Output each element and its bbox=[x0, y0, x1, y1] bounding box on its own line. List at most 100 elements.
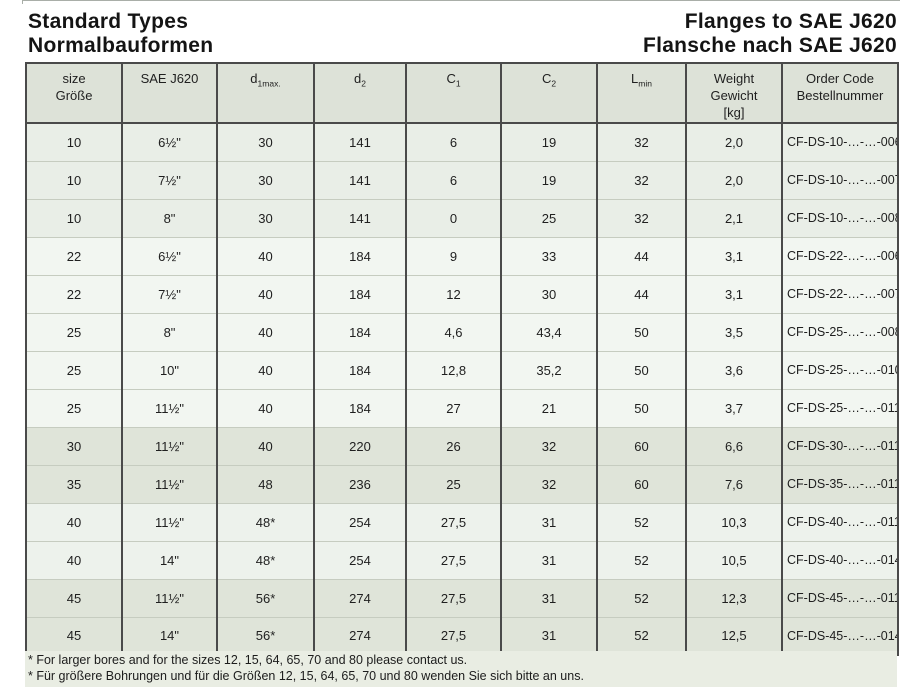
col-header-d1max: d1max. bbox=[216, 63, 314, 124]
cell-c1: 27,5 bbox=[405, 540, 501, 579]
cell-size: 35 bbox=[26, 464, 122, 503]
cell-sae-j620: 7½" bbox=[121, 274, 217, 313]
cell-c1: 0 bbox=[405, 198, 501, 237]
cell-d2: 184 bbox=[313, 236, 406, 275]
table-row: 10 8" 30 141 0 25 32 2,1 CF-DS-10-…-…-00… bbox=[26, 198, 898, 237]
cell-c1: 27,5 bbox=[405, 616, 501, 655]
cell-order-code: CF-DS-10-…-…-006 bbox=[781, 123, 898, 161]
cell-lmin: 50 bbox=[596, 312, 686, 351]
cell-d1max: 40 bbox=[216, 236, 314, 275]
cell-size: 25 bbox=[26, 350, 122, 389]
table-row: 25 10" 40 184 12,8 35,2 50 3,6 CF-DS-25-… bbox=[26, 350, 898, 389]
cell-weight: 2,1 bbox=[685, 198, 782, 237]
col-header-weight-de: Gewicht bbox=[710, 88, 758, 103]
cell-order-code: CF-DS-25-…-…-011 bbox=[781, 388, 898, 427]
cell-d1max: 40 bbox=[216, 388, 314, 427]
cell-c1: 27,5 bbox=[405, 502, 501, 541]
col-header-order-en: Order Code bbox=[806, 71, 874, 86]
table-row: 40 14" 48* 254 27,5 31 52 10,5 CF-DS-40-… bbox=[26, 540, 898, 579]
cell-sae-j620: 6½" bbox=[121, 123, 217, 161]
cell-c2: 31 bbox=[500, 502, 597, 541]
cell-d2: 184 bbox=[313, 274, 406, 313]
spec-table: size Größe SAE J620 d1max. d2 C1 C2 Lmin… bbox=[25, 62, 899, 656]
cell-d2: 274 bbox=[313, 616, 406, 655]
cell-order-code: CF-DS-40-…-…-014 bbox=[781, 540, 898, 579]
table-row: 45 11½" 56* 274 27,5 31 52 12,3 CF-DS-45… bbox=[26, 578, 898, 617]
cell-d2: 141 bbox=[313, 160, 406, 199]
cell-d2: 254 bbox=[313, 540, 406, 579]
cell-size: 25 bbox=[26, 388, 122, 427]
cell-weight: 2,0 bbox=[685, 123, 782, 161]
cell-lmin: 52 bbox=[596, 616, 686, 655]
cell-d2: 184 bbox=[313, 312, 406, 351]
cell-c1: 27 bbox=[405, 388, 501, 427]
col-header-sae-label: SAE J620 bbox=[140, 71, 199, 86]
cell-weight: 7,6 bbox=[685, 464, 782, 503]
cell-lmin: 52 bbox=[596, 502, 686, 541]
col-header-order-de: Bestellnummer bbox=[796, 88, 884, 103]
page-top-rule bbox=[22, 0, 900, 4]
cell-sae-j620: 11½" bbox=[121, 578, 217, 617]
cell-order-code: CF-DS-45-…-…-014 bbox=[781, 616, 898, 655]
title-left: Standard Types Normalbauformen bbox=[28, 10, 213, 58]
cell-size: 10 bbox=[66, 134, 82, 150]
cell-weight: 3,1 bbox=[685, 236, 782, 275]
cell-c2: 31 bbox=[500, 616, 597, 655]
cell-sae-j620: 14" bbox=[121, 616, 217, 655]
cell-c2: 43,4 bbox=[500, 312, 597, 351]
cell-weight: 3,5 bbox=[685, 312, 782, 351]
cell-sae-j620: 11½" bbox=[121, 426, 217, 465]
cell-d1max: 40 bbox=[216, 426, 314, 465]
title-standard-types: Standard Types bbox=[28, 10, 189, 33]
cell-c2: 32 bbox=[500, 464, 597, 503]
cell-weight: 3,6 bbox=[685, 350, 782, 389]
cell-weight: 10,5 bbox=[685, 540, 782, 579]
cell-sae-j620: 6½" bbox=[121, 236, 217, 275]
title-flanges-sae: Flanges to SAE J620 bbox=[684, 10, 897, 33]
cell-d1max: 48 bbox=[216, 464, 314, 503]
table-row: 40 11½" 48* 254 27,5 31 52 10,3 CF-DS-40… bbox=[26, 502, 898, 541]
cell-d2: 220 bbox=[313, 426, 406, 465]
col-header-c1: C1 bbox=[405, 63, 501, 124]
title-bar: Standard Types Normalbauformen Flanges t… bbox=[28, 10, 897, 58]
cell-d1max: 40 bbox=[216, 350, 314, 389]
cell-order-code: CF-DS-25-…-…-010 bbox=[781, 350, 898, 389]
col-header-c1-base: C bbox=[446, 71, 456, 86]
table-row: 45 14" 56* 274 27,5 31 52 12,5 CF-DS-45-… bbox=[26, 616, 898, 655]
cell-c2: 30 bbox=[500, 274, 597, 313]
cell-order-code: CF-DS-22-…-…-007 bbox=[781, 274, 898, 313]
cell-lmin: 52 bbox=[596, 578, 686, 617]
cell-size: 22 bbox=[26, 236, 122, 275]
cell-sae-j620: 11½" bbox=[121, 502, 217, 541]
cell-lmin: 60 bbox=[596, 464, 686, 503]
cell-c1: 25 bbox=[405, 464, 501, 503]
table-row: 25 8" 40 184 4,6 43,4 50 3,5 CF-DS-25-…-… bbox=[26, 312, 898, 351]
cell-c1: 26 bbox=[405, 426, 501, 465]
table-row: 10 7½" 30 141 6 19 32 2,0 CF-DS-10-…-…-0… bbox=[26, 160, 898, 199]
cell-lmin: 50 bbox=[596, 350, 686, 389]
cell-weight: 12,5 bbox=[685, 616, 782, 655]
cell-d1max: 30 bbox=[216, 123, 314, 161]
cell-order-code: CF-DS-22-…-…-006 bbox=[781, 236, 898, 275]
cell-c1: 6 bbox=[405, 160, 501, 199]
col-header-c2-base: C bbox=[541, 71, 552, 86]
cell-c2: 31 bbox=[500, 578, 597, 617]
cell-c1: 12,8 bbox=[405, 350, 501, 389]
footnotes: * For larger bores and for the sizes 12,… bbox=[25, 651, 897, 687]
col-header-size-en: size bbox=[62, 71, 86, 86]
cell-size: 30 bbox=[26, 426, 122, 465]
cell-lmin: 32 bbox=[596, 198, 686, 237]
cell-d2: 274 bbox=[313, 578, 406, 617]
cell-d1max: 48* bbox=[216, 502, 314, 541]
header-row: size Größe SAE J620 d1max. d2 C1 C2 Lmin… bbox=[26, 63, 898, 124]
cell-sae-j620: 8" bbox=[121, 312, 217, 351]
col-header-d1-base: d bbox=[250, 71, 258, 86]
cell-lmin: 44 bbox=[596, 236, 686, 275]
footnote-de: * Für größere Bohrungen und für die Größ… bbox=[28, 669, 584, 683]
cell-d2: 236 bbox=[313, 464, 406, 503]
col-header-d2-sub: 2 bbox=[361, 78, 366, 89]
cell-sae-j620: 10" bbox=[121, 350, 217, 389]
cell-size: 45 bbox=[26, 578, 122, 617]
cell-order-code: CF-DS-40-…-…-011 bbox=[781, 502, 898, 541]
